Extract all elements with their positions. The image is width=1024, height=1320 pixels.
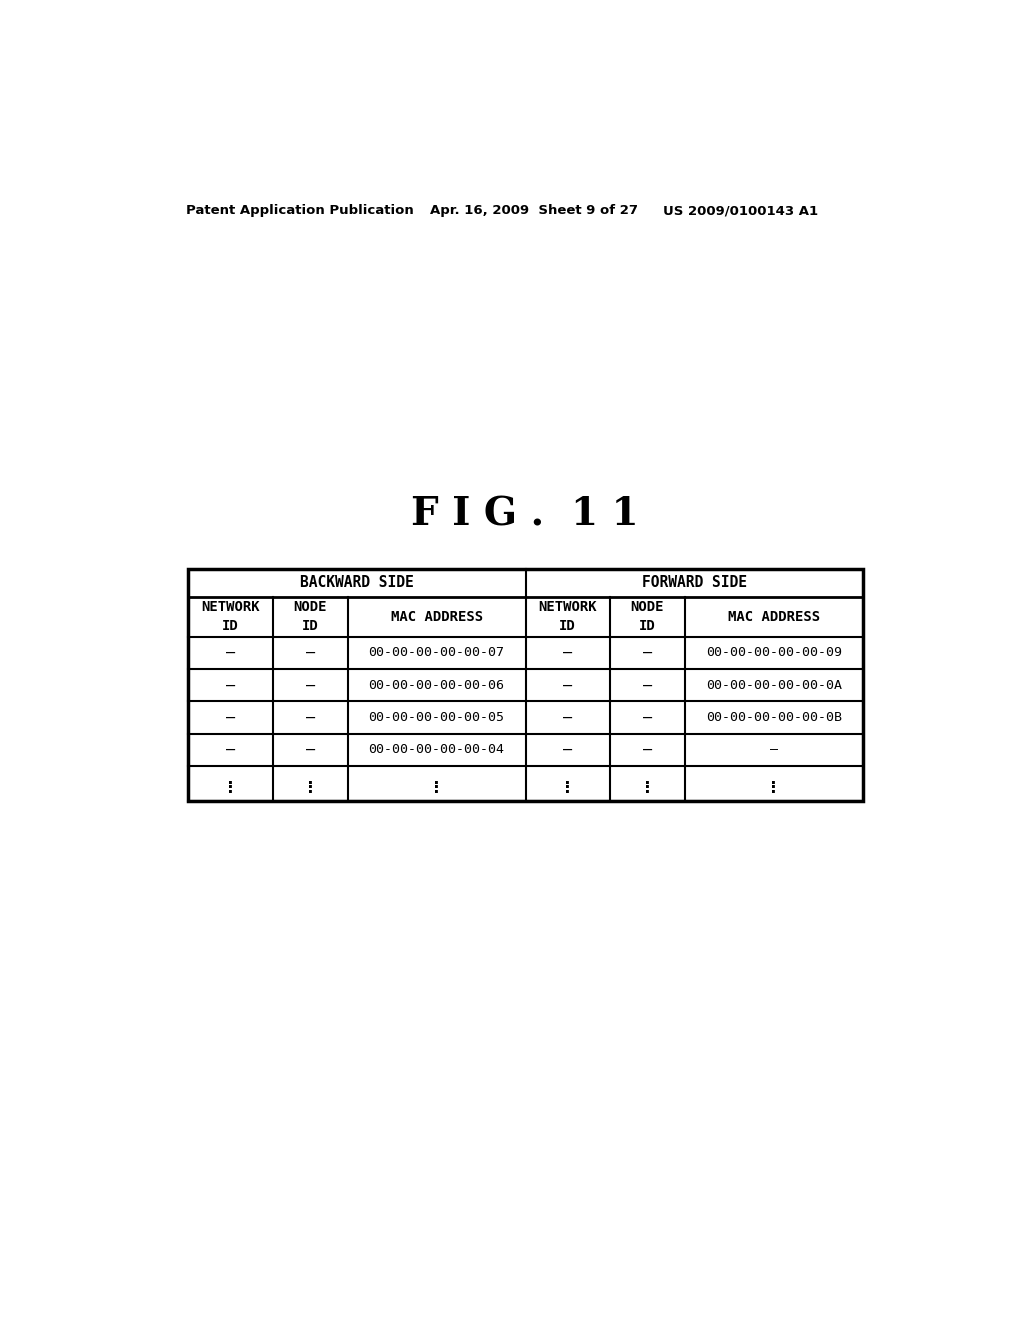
Text: .: .: [562, 779, 573, 797]
Text: —: —: [305, 645, 314, 660]
Text: —: —: [226, 710, 236, 725]
Text: .: .: [305, 775, 315, 792]
Text: NETWORK
ID: NETWORK ID: [202, 601, 260, 632]
Text: —: —: [563, 677, 572, 693]
Text: —: —: [226, 742, 236, 758]
Text: .: .: [562, 770, 573, 788]
Text: 00-00-00-00-00-0B: 00-00-00-00-00-0B: [706, 711, 842, 723]
Text: BACKWARD SIDE: BACKWARD SIDE: [300, 576, 414, 590]
Text: —: —: [305, 710, 314, 725]
Text: —: —: [563, 710, 572, 725]
Text: —: —: [643, 677, 652, 693]
Text: F I G .  1 1: F I G . 1 1: [411, 495, 639, 533]
Text: —: —: [643, 710, 652, 725]
Text: US 2009/0100143 A1: US 2009/0100143 A1: [663, 205, 818, 218]
Text: —: —: [563, 742, 572, 758]
Text: —: —: [563, 645, 572, 660]
Text: —: —: [226, 645, 236, 660]
Text: .: .: [431, 770, 442, 788]
Text: .: .: [225, 775, 236, 792]
Text: —: —: [770, 743, 778, 756]
Bar: [188, 569, 862, 800]
Text: FORWARD SIDE: FORWARD SIDE: [642, 576, 746, 590]
Text: .: .: [642, 775, 652, 792]
Text: 00-00-00-00-00-05: 00-00-00-00-00-05: [369, 711, 505, 723]
Text: .: .: [431, 779, 442, 797]
Text: Patent Application Publication: Patent Application Publication: [186, 205, 414, 218]
Text: .: .: [642, 770, 652, 788]
Text: .: .: [305, 770, 315, 788]
Text: —: —: [643, 645, 652, 660]
Text: .: .: [768, 775, 779, 792]
Text: .: .: [768, 779, 779, 797]
Text: .: .: [642, 779, 652, 797]
Text: 00-00-00-00-00-0A: 00-00-00-00-00-0A: [706, 678, 842, 692]
Text: NODE
ID: NODE ID: [631, 601, 665, 632]
Text: 00-00-00-00-00-09: 00-00-00-00-00-09: [706, 647, 842, 659]
Text: —: —: [643, 742, 652, 758]
Text: .: .: [562, 775, 573, 792]
Text: 00-00-00-00-00-07: 00-00-00-00-00-07: [369, 647, 505, 659]
Text: 00-00-00-00-00-04: 00-00-00-00-00-04: [369, 743, 505, 756]
Text: .: .: [431, 775, 442, 792]
Text: .: .: [768, 770, 779, 788]
Text: 00-00-00-00-00-06: 00-00-00-00-00-06: [369, 678, 505, 692]
Text: NETWORK
ID: NETWORK ID: [539, 601, 597, 632]
Text: —: —: [226, 677, 236, 693]
Text: Apr. 16, 2009  Sheet 9 of 27: Apr. 16, 2009 Sheet 9 of 27: [430, 205, 638, 218]
Text: MAC ADDRESS: MAC ADDRESS: [390, 610, 482, 623]
Text: —: —: [305, 677, 314, 693]
Text: .: .: [225, 779, 236, 797]
Text: .: .: [225, 770, 236, 788]
Text: MAC ADDRESS: MAC ADDRESS: [728, 610, 820, 623]
Text: NODE
ID: NODE ID: [294, 601, 327, 632]
Text: .: .: [305, 779, 315, 797]
Text: —: —: [305, 742, 314, 758]
